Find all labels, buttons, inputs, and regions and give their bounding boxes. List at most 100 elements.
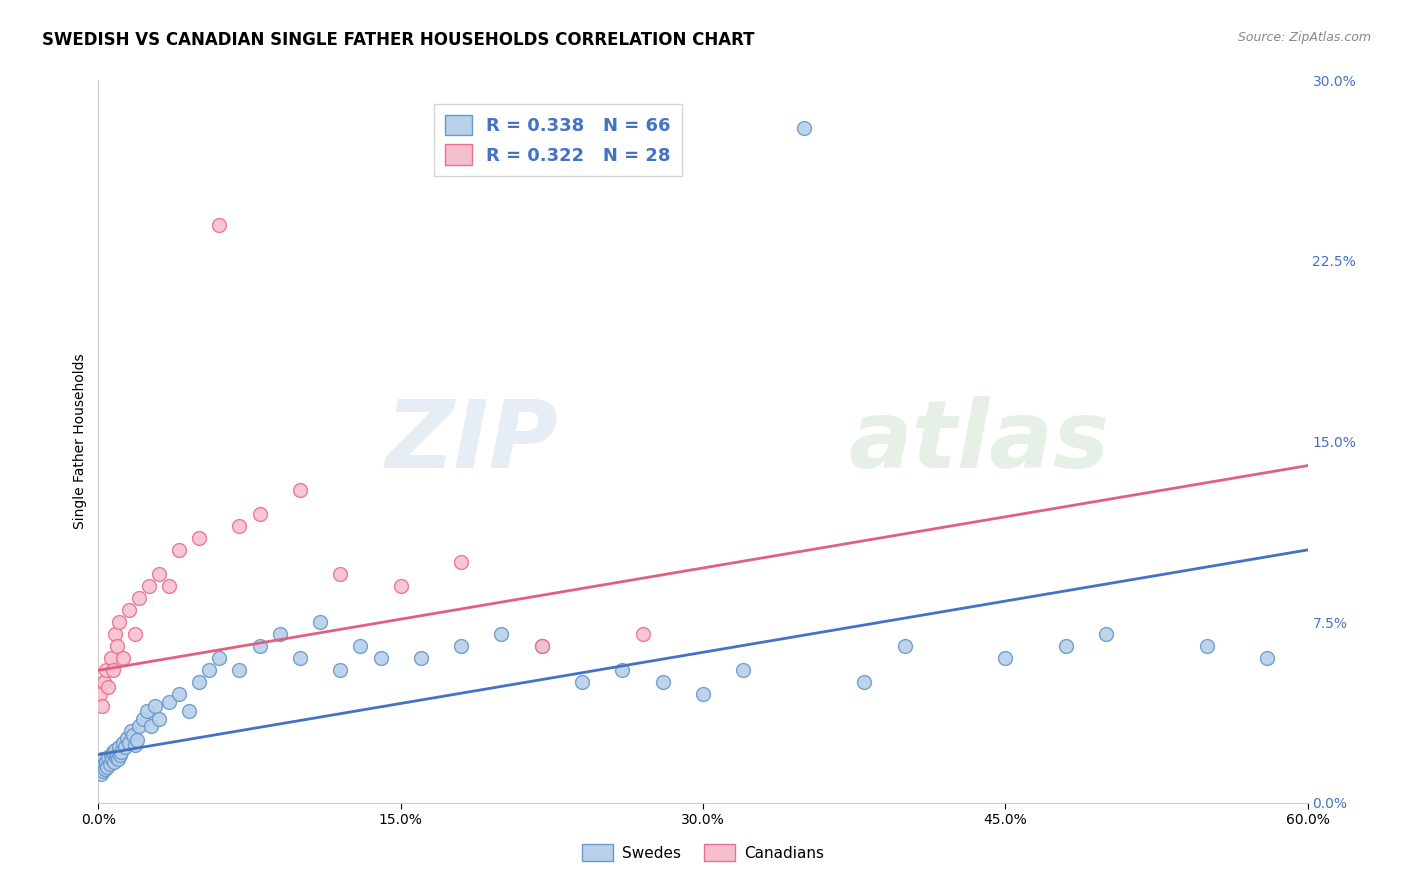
Point bbox=[107, 615, 129, 630]
Point bbox=[108, 747, 131, 762]
Point bbox=[110, 745, 132, 759]
Point bbox=[1256, 651, 1278, 665]
Point bbox=[143, 699, 166, 714]
Legend: Swedes, Canadians: Swedes, Canadians bbox=[576, 838, 830, 867]
Point bbox=[450, 555, 472, 569]
Point bbox=[107, 752, 129, 766]
Point bbox=[97, 680, 120, 694]
Point bbox=[100, 651, 122, 665]
Point bbox=[120, 723, 142, 738]
Point bbox=[90, 767, 112, 781]
Point bbox=[329, 664, 352, 678]
Point bbox=[692, 687, 714, 701]
Point bbox=[93, 675, 115, 690]
Point bbox=[249, 507, 271, 521]
Point bbox=[135, 704, 157, 718]
Point bbox=[631, 627, 654, 641]
Point bbox=[228, 519, 250, 533]
Point bbox=[118, 603, 141, 617]
Point bbox=[91, 699, 114, 714]
Point bbox=[148, 712, 170, 726]
Point bbox=[409, 651, 432, 665]
Point bbox=[571, 675, 593, 690]
Point bbox=[89, 687, 111, 701]
Point bbox=[853, 675, 876, 690]
Point bbox=[96, 664, 118, 678]
Point bbox=[228, 664, 250, 678]
Point bbox=[651, 675, 673, 690]
Point bbox=[188, 675, 211, 690]
Point bbox=[139, 719, 162, 733]
Point bbox=[793, 121, 815, 136]
Point bbox=[98, 757, 121, 772]
Point bbox=[530, 639, 553, 653]
Point bbox=[128, 719, 150, 733]
Point bbox=[105, 639, 128, 653]
Point bbox=[103, 755, 125, 769]
Point bbox=[329, 567, 352, 582]
Point bbox=[188, 531, 211, 545]
Point bbox=[93, 757, 115, 772]
Point bbox=[733, 664, 755, 678]
Point bbox=[612, 664, 634, 678]
Point bbox=[1195, 639, 1218, 653]
Point bbox=[1095, 627, 1118, 641]
Point bbox=[148, 567, 170, 582]
Point bbox=[370, 651, 392, 665]
Point bbox=[97, 750, 120, 764]
Text: SWEDISH VS CANADIAN SINGLE FATHER HOUSEHOLDS CORRELATION CHART: SWEDISH VS CANADIAN SINGLE FATHER HOUSEH… bbox=[42, 31, 755, 49]
Point bbox=[208, 218, 231, 232]
Point bbox=[100, 752, 122, 766]
Point bbox=[269, 627, 291, 641]
Point bbox=[994, 651, 1017, 665]
Point bbox=[288, 651, 311, 665]
Point bbox=[101, 745, 124, 759]
Point bbox=[450, 639, 472, 653]
Point bbox=[89, 760, 111, 774]
Text: ZIP: ZIP bbox=[385, 395, 558, 488]
Point bbox=[104, 750, 127, 764]
Point bbox=[389, 579, 412, 593]
Point bbox=[124, 738, 146, 752]
Point bbox=[167, 687, 190, 701]
Point bbox=[115, 731, 138, 745]
Point bbox=[1054, 639, 1077, 653]
Point bbox=[94, 762, 117, 776]
Point bbox=[96, 755, 118, 769]
Point bbox=[93, 764, 115, 779]
Point bbox=[118, 735, 141, 749]
Point bbox=[167, 542, 190, 557]
Point bbox=[96, 760, 118, 774]
Point bbox=[105, 747, 128, 762]
Point bbox=[309, 615, 332, 630]
Point bbox=[91, 752, 114, 766]
Point bbox=[121, 728, 143, 742]
Point bbox=[125, 733, 148, 747]
Y-axis label: Single Father Households: Single Father Households bbox=[73, 354, 87, 529]
Point bbox=[132, 712, 155, 726]
Point bbox=[111, 735, 134, 749]
Point bbox=[114, 740, 136, 755]
Point bbox=[893, 639, 915, 653]
Point bbox=[111, 651, 134, 665]
Point bbox=[349, 639, 371, 653]
Point bbox=[208, 651, 231, 665]
Point bbox=[103, 743, 125, 757]
Text: Source: ZipAtlas.com: Source: ZipAtlas.com bbox=[1237, 31, 1371, 45]
Point bbox=[179, 704, 201, 718]
Point bbox=[198, 664, 221, 678]
Point bbox=[128, 591, 150, 606]
Point bbox=[491, 627, 513, 641]
Point bbox=[157, 695, 180, 709]
Text: atlas: atlas bbox=[848, 395, 1109, 488]
Point bbox=[288, 483, 311, 497]
Point bbox=[249, 639, 271, 653]
Point bbox=[100, 747, 122, 762]
Point bbox=[107, 740, 129, 755]
Point bbox=[124, 627, 146, 641]
Point bbox=[157, 579, 180, 593]
Point bbox=[103, 627, 125, 641]
Point bbox=[530, 639, 553, 653]
Point bbox=[101, 664, 124, 678]
Point bbox=[138, 579, 160, 593]
